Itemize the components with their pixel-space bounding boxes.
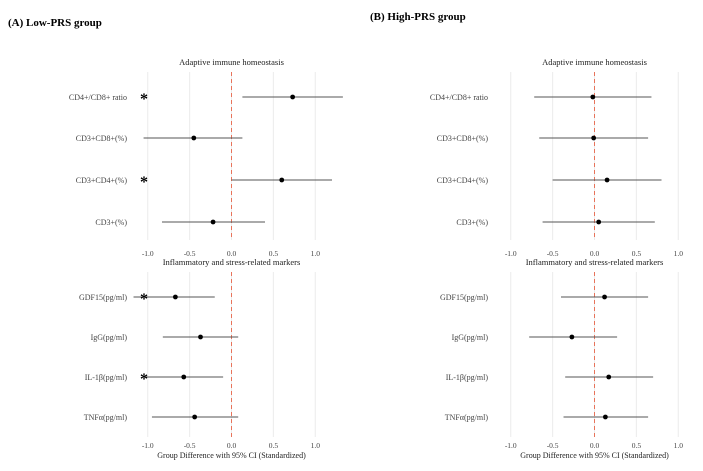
point-estimate [591,135,597,141]
row-label: IgG(pg/ml) [452,333,489,342]
forest-row: CD4+/CD8+ ratio [430,93,652,102]
forest-row: GDF15(pg/ml) [440,293,649,302]
tick-label: -0.5 [184,249,196,258]
tick-label: -1.0 [142,249,154,258]
forest-row: TNFα(pg/ml) [445,413,649,422]
tick-label: 0.0 [590,441,600,450]
tick-label: -1.0 [505,249,517,258]
row-label: IL-1β(pg/ml) [85,373,128,382]
tick-label: 1.0 [674,441,684,450]
subpanel-inflammatory-markers: Inflammatory and stress-related markers G… [79,257,320,450]
row-label: TNFα(pg/ml) [84,413,128,422]
tick-label: 0.5 [632,249,642,258]
forest-row: TNFα(pg/ml) [84,413,239,422]
significance-star: * [140,371,148,388]
significance-star: * [140,291,148,308]
x-axis-label: Group Difference with 95% CI (Standardiz… [157,451,306,460]
point-estimate [172,294,178,300]
forest-row: IL-1β(pg/ml) [446,373,654,382]
forest-row: IgG(pg/ml) [452,333,618,342]
row-label: CD3+CD8+(%) [437,134,489,143]
point-estimate [602,294,607,300]
tick-label: -0.5 [547,249,559,258]
forest-row: CD3+(%) [95,218,265,227]
tick-label: 0.5 [269,249,279,258]
point-estimate [290,94,296,100]
point-estimate [602,414,608,420]
row-label: IgG(pg/ml) [91,333,128,342]
tick-label: 0.5 [269,441,279,450]
subpanel-adaptive-immune: Adaptive immune homeostasis CD4+/CD8+ rat… [430,57,683,258]
subpanel-inflammatory-markers: Inflammatory and stress-related markers G… [440,257,683,450]
tick-label: 0.0 [227,249,237,258]
point-estimate [198,334,203,340]
row-label: CD3+CD4+(%) [76,176,128,185]
tick-label: 1.0 [674,249,684,258]
forest-row: IgG(pg/ml) [91,333,239,342]
row-label: CD3+CD8+(%) [76,134,128,143]
forest-row: CD3+CD4+(%) * [76,174,332,191]
panel-title: (A) Low-PRS group [8,17,102,29]
row-label: CD3+(%) [456,218,488,227]
point-estimate [210,219,216,225]
forest-row: CD4+/CD8+ ratio * [69,91,343,108]
forest-row: CD3+(%) [456,218,655,227]
point-estimate [569,334,575,340]
tick-label: -0.5 [547,441,559,450]
significance-star: * [140,91,148,108]
tick-label: 1.0 [311,441,321,450]
forest-row: GDF15(pg/ml) * [79,291,215,308]
row-label: CD4+/CD8+ ratio [430,93,488,102]
tick-label: 1.0 [311,249,321,258]
row-label: CD3+CD4+(%) [437,176,489,185]
row-label: IL-1β(pg/ml) [446,373,489,382]
panel-title: (B) High-PRS group [370,11,466,23]
panel-high-prs: (B) High-PRS group Adaptive immune homeo… [370,11,683,460]
point-estimate [606,374,612,380]
row-label: TNFα(pg/ml) [445,413,489,422]
row-label: GDF15(pg/ml) [440,293,488,302]
row-label: CD3+(%) [95,218,127,227]
point-estimate [191,135,197,141]
subpanel-title: Adaptive immune homeostasis [542,57,647,67]
point-estimate [596,219,602,225]
subpanel-title: Inflammatory and stress-related markers [526,257,664,267]
forest-row: IL-1β(pg/ml) * [85,371,224,388]
significance-star: * [140,174,148,191]
point-estimate [279,177,285,183]
point-estimate [181,374,187,380]
forest-row: CD3+CD8+(%) [76,134,243,143]
tick-label: 0.0 [590,249,600,258]
row-label: CD4+/CD8+ ratio [69,93,127,102]
tick-label: 0.0 [227,441,237,450]
point-estimate [192,414,198,420]
subpanel-adaptive-immune: Adaptive immune homeostasis CD4+/CD8+ rat… [69,57,343,258]
x-axis-label: Group Difference with 95% CI (Standardiz… [520,451,669,460]
forest-row: CD3+CD8+(%) [437,134,649,143]
tick-label: -0.5 [184,441,196,450]
tick-label: -1.0 [505,441,517,450]
subpanel-title: Adaptive immune homeostasis [179,57,284,67]
subpanel-title: Inflammatory and stress-related markers [163,257,301,267]
point-estimate [590,94,596,100]
forest-row: CD3+CD4+(%) [437,176,662,185]
tick-label: 0.5 [632,441,642,450]
point-estimate [604,177,610,183]
panel-low-prs: (A) Low-PRS group Adaptive immune homeos… [8,17,343,460]
tick-label: -1.0 [142,441,154,450]
row-label: GDF15(pg/ml) [79,293,127,302]
